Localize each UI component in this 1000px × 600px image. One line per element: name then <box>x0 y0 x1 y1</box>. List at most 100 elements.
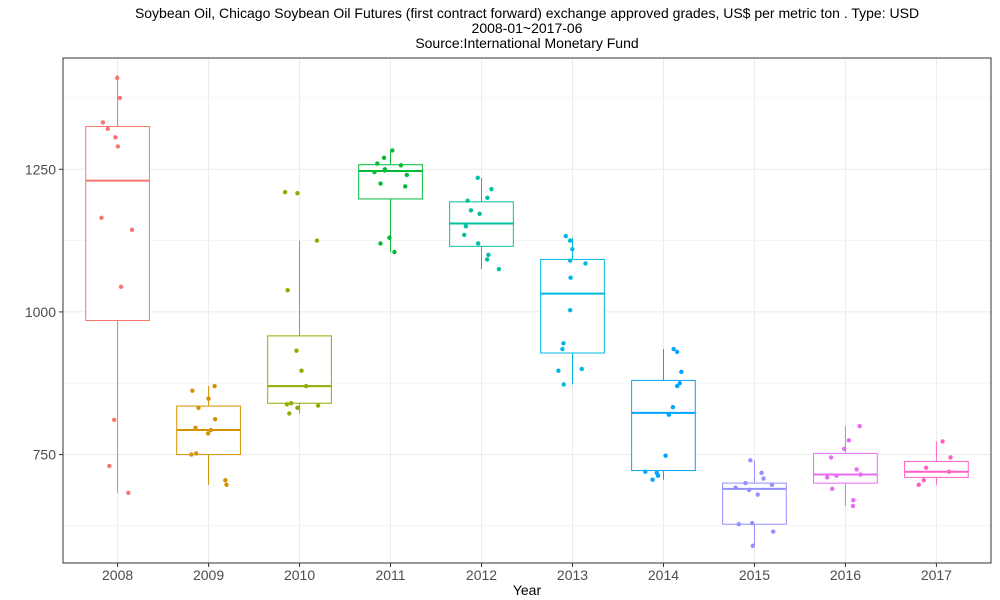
boxplot-2009 <box>176 386 241 485</box>
data-point-2009 <box>205 431 211 436</box>
data-point-2012 <box>475 175 480 181</box>
data-point-2014 <box>650 477 655 482</box>
boxplot-2008 <box>85 75 150 493</box>
data-point-2017 <box>946 469 952 474</box>
data-point-2012 <box>462 232 467 238</box>
data-point-2011 <box>392 249 397 255</box>
data-point-2014 <box>674 349 680 355</box>
data-point-2008 <box>118 284 124 290</box>
data-point-2014 <box>663 453 668 458</box>
data-point-2016 <box>846 438 851 443</box>
data-point-2014 <box>666 412 672 417</box>
data-point-2010 <box>315 403 321 408</box>
data-point-2010 <box>284 402 290 407</box>
data-point-2008 <box>105 126 111 131</box>
data-point-2014 <box>655 473 661 478</box>
box-iqr <box>904 460 969 478</box>
data-point-2012 <box>468 208 474 213</box>
data-point-2015 <box>755 492 760 497</box>
data-point-2008 <box>129 227 135 232</box>
y-tick-label: 750 <box>33 447 57 463</box>
box-iqr <box>722 482 787 525</box>
data-point-2012 <box>486 252 491 258</box>
data-point-2010 <box>288 401 294 406</box>
data-point-2016 <box>828 455 834 460</box>
data-point-2010 <box>295 191 300 196</box>
data-point-2015 <box>759 470 764 476</box>
boxplot-2017 <box>904 441 969 485</box>
data-point-2008 <box>115 75 120 81</box>
data-point-2010 <box>299 368 304 373</box>
data-point-2015 <box>750 520 755 526</box>
chart-title-line-1: Soybean Oil, Chicago Soybean Oil Futures… <box>135 5 919 21</box>
data-point-2011 <box>387 235 392 240</box>
plot-panel-border <box>62 57 992 564</box>
data-point-2013 <box>563 233 569 239</box>
data-point-2013 <box>556 368 561 373</box>
boxplot-2011 <box>358 150 423 253</box>
data-point-2015 <box>761 476 766 481</box>
data-point-2012 <box>489 187 494 192</box>
data-point-2008 <box>115 144 121 149</box>
data-point-2009 <box>223 478 228 483</box>
data-point-2013 <box>567 238 573 243</box>
data-point-2010 <box>285 288 290 293</box>
data-point-2009 <box>190 388 195 393</box>
x-tick-label: 2009 <box>193 567 224 583</box>
data-point-2015 <box>750 543 755 549</box>
data-point-2010 <box>282 189 288 195</box>
data-point-2010 <box>294 348 299 353</box>
data-point-2014 <box>677 381 682 386</box>
data-point-2015 <box>733 485 738 490</box>
data-point-2014 <box>671 346 676 352</box>
boxplot-2016 <box>813 426 878 506</box>
chart-title-line-3: Source:International Monetary Fund <box>415 35 638 51</box>
box-iqr <box>358 164 423 200</box>
data-point-2016 <box>851 498 856 503</box>
data-point-2009 <box>208 427 214 433</box>
data-point-2015 <box>769 482 775 488</box>
data-point-2015 <box>743 480 748 486</box>
data-point-2015 <box>746 487 752 493</box>
data-point-2009 <box>193 451 199 456</box>
data-point-2013 <box>560 346 565 352</box>
boxplot-2015 <box>722 460 787 546</box>
data-point-2017 <box>921 478 926 483</box>
data-point-2015 <box>736 521 741 527</box>
data-point-2009 <box>224 482 229 488</box>
data-point-2017 <box>948 455 953 460</box>
data-point-2011 <box>372 169 377 175</box>
data-point-2012 <box>465 198 470 203</box>
data-point-2012 <box>463 224 469 229</box>
data-point-2008 <box>100 120 106 125</box>
data-point-2014 <box>670 405 676 410</box>
data-point-2014 <box>643 469 648 474</box>
boxes <box>85 75 969 546</box>
data-point-2010 <box>314 238 320 243</box>
x-tick-label: 2008 <box>102 567 133 583</box>
data-point-2013 <box>568 275 573 280</box>
data-point-2009 <box>212 417 218 422</box>
y-tick-label: 1250 <box>25 161 56 177</box>
data-point-2011 <box>390 148 395 153</box>
data-point-2011 <box>382 168 387 173</box>
boxplot-2013 <box>540 237 605 385</box>
box-iqr <box>813 452 878 484</box>
data-point-2016 <box>854 467 859 472</box>
data-point-2011 <box>378 181 383 186</box>
box-iqr <box>267 335 332 404</box>
data-point-2011 <box>381 155 387 161</box>
data-point-2013 <box>567 308 573 313</box>
boxplot-2010 <box>267 240 332 414</box>
data-point-2017 <box>940 439 945 444</box>
data-point-2016 <box>850 503 856 509</box>
data-point-2015 <box>770 529 776 534</box>
data-point-2016 <box>857 423 862 429</box>
data-point-2009 <box>196 405 201 410</box>
box-iqr <box>540 258 605 354</box>
y-tick-label: 1000 <box>25 304 56 320</box>
data-point-2008 <box>113 135 118 140</box>
data-point-2012 <box>477 211 482 216</box>
data-point-2008 <box>126 490 131 496</box>
data-point-2010 <box>295 405 300 410</box>
